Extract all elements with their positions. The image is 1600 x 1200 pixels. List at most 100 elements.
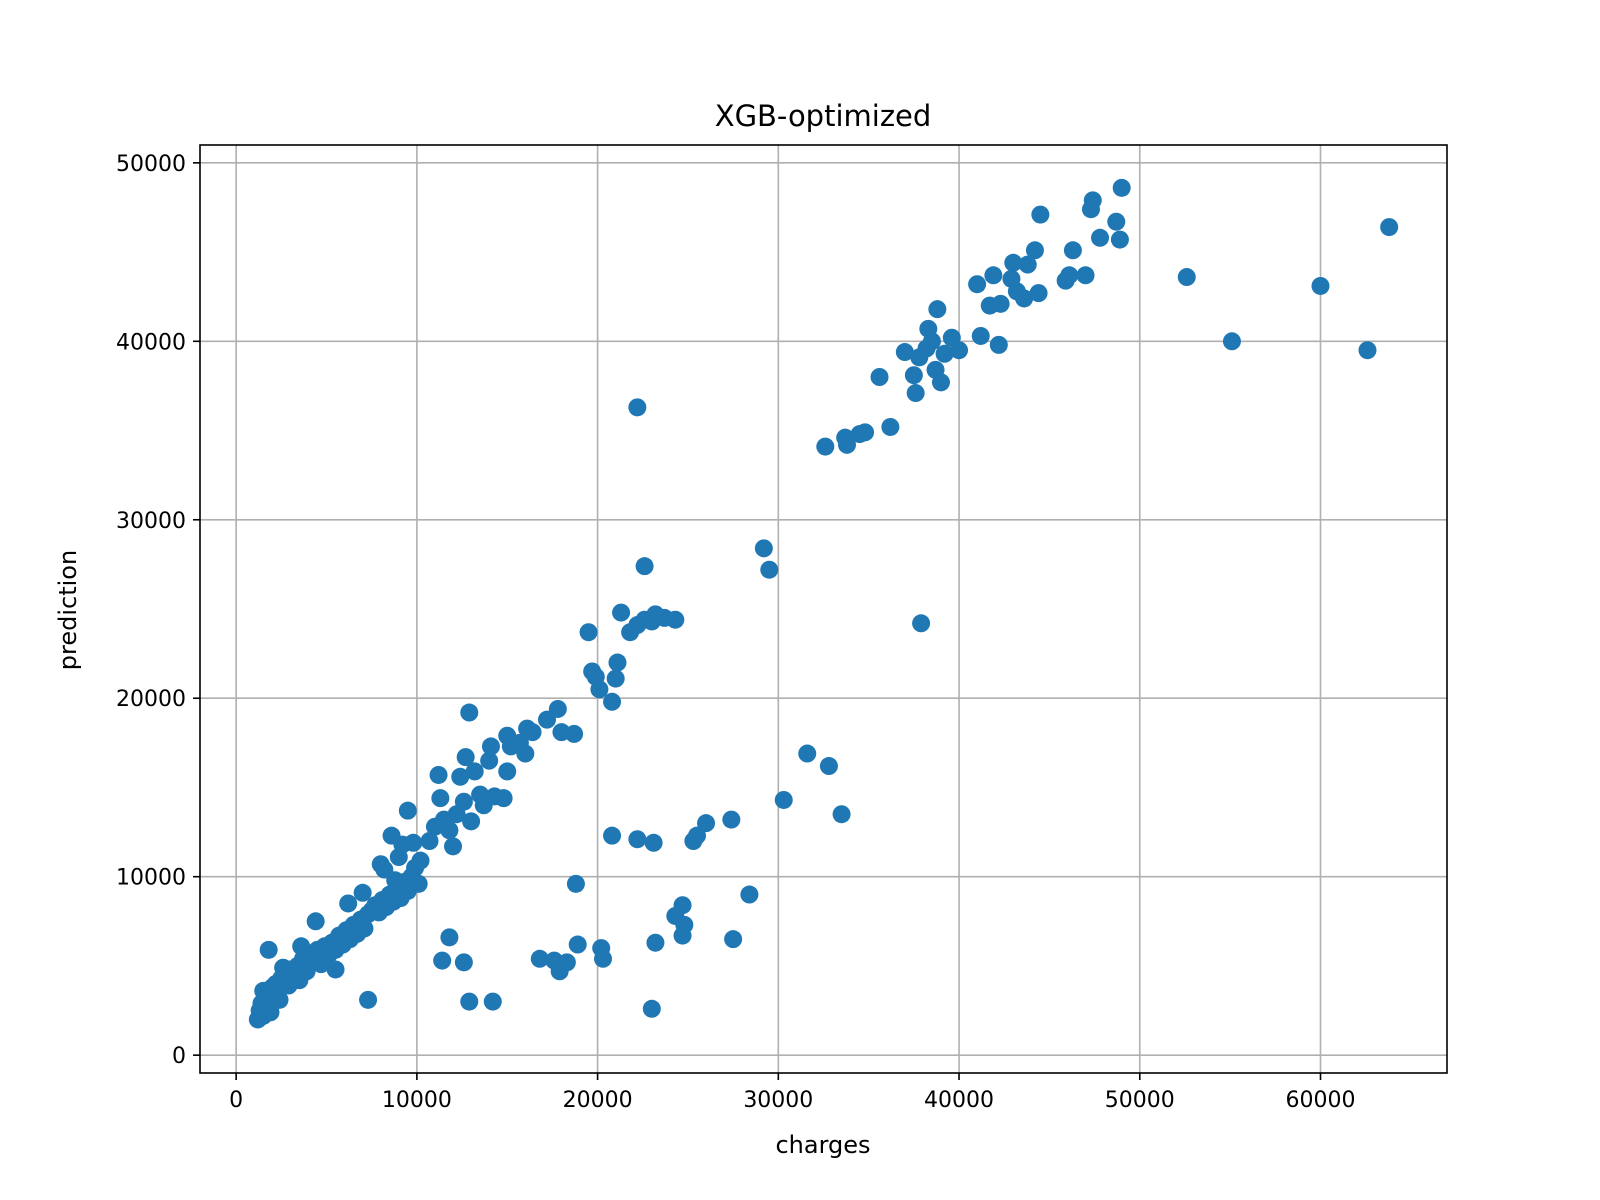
scatter-point xyxy=(1025,241,1044,260)
scatter-point xyxy=(568,935,587,954)
x-tick-label: 10000 xyxy=(382,1088,452,1113)
scatter-point xyxy=(666,610,685,629)
scatter-point xyxy=(603,692,622,711)
scatter-point xyxy=(608,653,627,672)
x-tick-label: 40000 xyxy=(924,1088,994,1113)
scatter-point xyxy=(968,275,987,294)
scatter-point xyxy=(928,300,947,319)
scatter-point xyxy=(483,992,502,1011)
scatter-point xyxy=(606,669,625,688)
scatter-point xyxy=(931,373,950,392)
scatter-point xyxy=(1311,276,1330,295)
scatter-point xyxy=(1222,332,1241,351)
scatter-point xyxy=(603,826,622,845)
scatter-point xyxy=(1110,230,1129,249)
scatter-point xyxy=(774,790,793,809)
scatter-point xyxy=(444,837,463,856)
x-tick-label: 0 xyxy=(229,1088,243,1113)
scatter-point xyxy=(579,623,598,642)
y-tick-label: 50000 xyxy=(116,152,186,177)
scatter-point xyxy=(261,1003,280,1022)
scatter-point xyxy=(429,765,448,784)
scatter-point xyxy=(1380,218,1399,237)
grid-lines xyxy=(200,145,1447,1073)
scatter-point xyxy=(1107,212,1126,231)
scatter-point xyxy=(906,384,925,403)
scatter-point xyxy=(523,723,542,742)
axis-ticks: 0 10000 20000 30000 40000 50000 60000 0 10000 200… xyxy=(116,152,1355,1113)
scatter-point xyxy=(462,812,481,831)
scatter-point xyxy=(760,560,779,579)
scatter-point xyxy=(480,751,499,770)
scatter-point xyxy=(1018,255,1037,274)
scatter-point xyxy=(254,981,273,1000)
scatter-point xyxy=(971,326,990,345)
scatter-point xyxy=(456,748,475,767)
scatter-point xyxy=(856,423,875,442)
y-tick-label: 0 xyxy=(172,1044,186,1069)
scatter-point xyxy=(819,757,838,776)
scatter-point xyxy=(1091,228,1110,247)
scatter-point xyxy=(550,962,569,981)
scatter-point xyxy=(984,266,1003,285)
scatter-point xyxy=(816,437,835,456)
scatter-point xyxy=(431,789,450,808)
scatter-point xyxy=(565,724,584,743)
scatter-point xyxy=(465,762,484,781)
scatter-point xyxy=(1063,241,1082,260)
scatter-point xyxy=(1076,266,1095,285)
scatter-point xyxy=(481,737,500,756)
scatter-point xyxy=(420,832,439,850)
chart-title: XGB-optimized xyxy=(715,99,932,133)
scatter-point xyxy=(684,832,703,850)
scatter-point xyxy=(339,894,358,913)
scatter-point xyxy=(798,744,817,763)
scatter-point xyxy=(612,603,631,622)
scatter-point xyxy=(724,930,743,949)
scatter-point xyxy=(566,874,585,893)
scatter-point xyxy=(454,953,473,972)
scatter-point xyxy=(991,294,1010,313)
scatter-point xyxy=(326,960,345,979)
scatter-point xyxy=(1083,191,1102,210)
scatter-point xyxy=(950,341,969,360)
scatter-point xyxy=(404,833,423,852)
scatter-point xyxy=(1112,178,1131,197)
scatter-point xyxy=(697,814,716,833)
scatter-point xyxy=(516,744,535,763)
scatter-point xyxy=(359,990,378,1009)
scatter-point xyxy=(454,792,473,811)
plot-frame xyxy=(199,144,1448,1074)
x-tick-label: 50000 xyxy=(1105,1088,1175,1113)
scatter-point xyxy=(460,703,479,722)
scatter-point xyxy=(1031,205,1050,224)
y-tick-label: 10000 xyxy=(116,866,186,891)
y-tick-label: 20000 xyxy=(116,687,186,712)
scatter-point xyxy=(922,332,941,351)
scatter-point xyxy=(754,539,773,558)
scatter-point xyxy=(590,680,609,699)
data-points xyxy=(248,178,1399,1029)
scatter-point xyxy=(740,885,759,904)
scatter-point xyxy=(642,999,661,1018)
scatter-point xyxy=(628,830,647,849)
scatter-point xyxy=(411,851,430,870)
scatter-point xyxy=(386,871,405,890)
scatter-point xyxy=(398,801,417,820)
scatter-point xyxy=(353,883,372,902)
scatter-point xyxy=(870,368,889,386)
scatter-point xyxy=(895,343,914,362)
scatter-point xyxy=(832,805,851,824)
scatter-point xyxy=(646,933,665,952)
scatter-point xyxy=(440,928,459,947)
scatter-point xyxy=(1358,341,1377,360)
x-tick-label: 20000 xyxy=(563,1088,633,1113)
x-tick-label: 30000 xyxy=(743,1088,813,1113)
scatter-point xyxy=(306,912,325,931)
scatter-point xyxy=(722,810,741,829)
scatter-point xyxy=(460,992,479,1011)
scatter-point xyxy=(628,398,647,417)
scatter-point xyxy=(292,937,311,956)
